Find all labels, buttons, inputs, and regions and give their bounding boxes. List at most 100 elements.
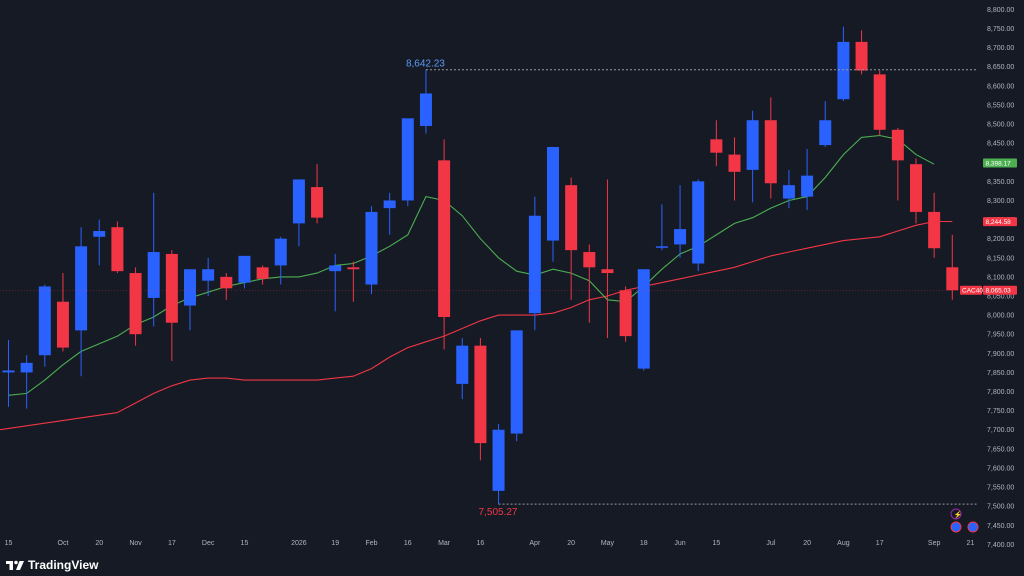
candle-up xyxy=(147,252,160,298)
candle-down xyxy=(728,154,741,172)
x-tick-label: May xyxy=(601,540,615,547)
candle-up xyxy=(419,93,432,126)
x-tick-label: 20 xyxy=(567,540,575,547)
x-tick-label: Nov xyxy=(129,540,142,547)
indicator-icons[interactable]: ⚡ xyxy=(950,508,979,533)
event-marker-icon[interactable] xyxy=(950,521,962,533)
candle-up xyxy=(782,185,795,199)
y-tick-label: 8,650.00 xyxy=(987,64,1014,71)
candles xyxy=(2,26,959,505)
y-tick-label: 7,400.00 xyxy=(987,542,1014,549)
candle-up xyxy=(75,246,88,331)
candle-up xyxy=(655,246,668,248)
x-tick-label: 18 xyxy=(640,540,648,547)
candle-down xyxy=(56,301,69,348)
y-axis[interactable]: 7,400.00 7,450.00 7,500.00 7,550.00 7,600.00… xyxy=(987,7,1014,549)
y-tick-label: 8,150.00 xyxy=(987,255,1014,262)
candle-up xyxy=(365,211,378,285)
x-tick-label: Sep xyxy=(928,540,941,547)
candle-up xyxy=(184,269,196,306)
price-badges: 8,398.17 8,244.58 CAC40 8,065.03 xyxy=(0,158,1017,295)
x-tick-label: Oct xyxy=(58,540,69,547)
y-tick-label: 7,700.00 xyxy=(987,427,1014,434)
sma-fast-line xyxy=(8,134,935,396)
x-tick-label: 15 xyxy=(712,540,720,547)
candle-up xyxy=(292,179,305,224)
y-tick-label: 7,600.00 xyxy=(987,465,1014,472)
x-tick-label: Dec xyxy=(202,540,215,547)
price-badge-label: 8,244.58 xyxy=(986,219,1012,226)
candle-down xyxy=(583,252,596,268)
y-tick-label: 7,750.00 xyxy=(987,408,1014,415)
candle-up xyxy=(819,120,832,146)
candle-down xyxy=(601,269,614,274)
price-badge-label: 8,065.03 xyxy=(986,288,1012,295)
candle-down xyxy=(619,290,632,337)
candle-up xyxy=(401,118,414,201)
event-marker-icon[interactable] xyxy=(967,521,979,533)
candle-up xyxy=(510,330,523,434)
x-tick-label: 20 xyxy=(803,540,811,547)
candle-down xyxy=(438,160,451,318)
symbol-badge xyxy=(960,285,982,295)
y-tick-label: 8,200.00 xyxy=(987,236,1014,243)
y-tick-label: 7,550.00 xyxy=(987,485,1014,492)
lightning-icon[interactable] xyxy=(950,508,962,520)
x-tick-label: Apr xyxy=(529,540,541,547)
candle-up xyxy=(202,269,215,281)
candle-up xyxy=(746,120,759,170)
y-tick-label: 8,350.00 xyxy=(987,179,1014,186)
lightning-glyph-icon: ⚡ xyxy=(954,510,963,519)
candle-down xyxy=(946,267,959,291)
y-tick-label: 8,100.00 xyxy=(987,274,1014,281)
x-tick-label: 19 xyxy=(331,540,339,547)
candle-down xyxy=(311,187,324,218)
candle-up xyxy=(274,238,287,266)
candle-up xyxy=(93,231,106,237)
y-tick-label: 8,450.00 xyxy=(987,141,1014,148)
candle-down xyxy=(111,227,124,272)
y-tick-label: 7,800.00 xyxy=(987,389,1014,396)
candle-up xyxy=(674,229,687,245)
candle-down xyxy=(710,139,723,153)
y-tick-label: 7,850.00 xyxy=(987,370,1014,377)
candle-up xyxy=(383,200,396,209)
x-tick-label: 21 xyxy=(967,540,975,547)
x-tick-label: 15 xyxy=(241,540,249,547)
y-tick-label: 8,800.00 xyxy=(987,7,1014,14)
y-tick-label: 8,300.00 xyxy=(987,198,1014,205)
x-tick-label: Jun xyxy=(674,540,685,547)
candle-down xyxy=(764,120,777,184)
y-tick-label: 8,050.00 xyxy=(987,293,1014,300)
x-tick-label: Aug xyxy=(837,540,850,547)
candle-down xyxy=(165,253,178,323)
symbol-badge-label: CAC40 xyxy=(962,288,983,295)
candle-down xyxy=(129,273,142,335)
low-value-label: 7,505.27 xyxy=(479,507,518,518)
tradingview-brand[interactable]: TradingView xyxy=(6,556,98,574)
candle-up xyxy=(456,345,469,384)
candle-down xyxy=(347,267,360,270)
y-tick-label: 8,550.00 xyxy=(987,102,1014,109)
y-tick-label: 7,500.00 xyxy=(987,504,1014,511)
annotations: 8,642.23 7,505.27 xyxy=(406,59,978,518)
x-tick-label: Jul xyxy=(766,540,775,547)
price-badge xyxy=(983,158,1017,168)
candle-down xyxy=(220,276,233,289)
candle-up xyxy=(637,269,650,369)
x-tick-label: 16 xyxy=(477,540,485,547)
candle-down xyxy=(910,164,922,212)
candle-down xyxy=(256,267,269,279)
y-tick-label: 7,900.00 xyxy=(987,351,1014,358)
candle-up xyxy=(492,429,505,491)
high-value-label: 8,642.23 xyxy=(406,59,445,70)
y-tick-label: 8,750.00 xyxy=(987,26,1014,33)
brand-name: TradingView xyxy=(28,558,99,572)
candle-down xyxy=(873,74,886,130)
candle-up xyxy=(20,362,33,373)
x-tick-label: 16 xyxy=(404,540,412,547)
candle-down xyxy=(565,185,578,251)
x-axis[interactable]: 15 Oct 20 Nov 17 Dec 15 2026 19 Feb 16 Mar 16 Apr 20 Ma… xyxy=(5,540,975,547)
x-tick-label: 20 xyxy=(95,540,103,547)
